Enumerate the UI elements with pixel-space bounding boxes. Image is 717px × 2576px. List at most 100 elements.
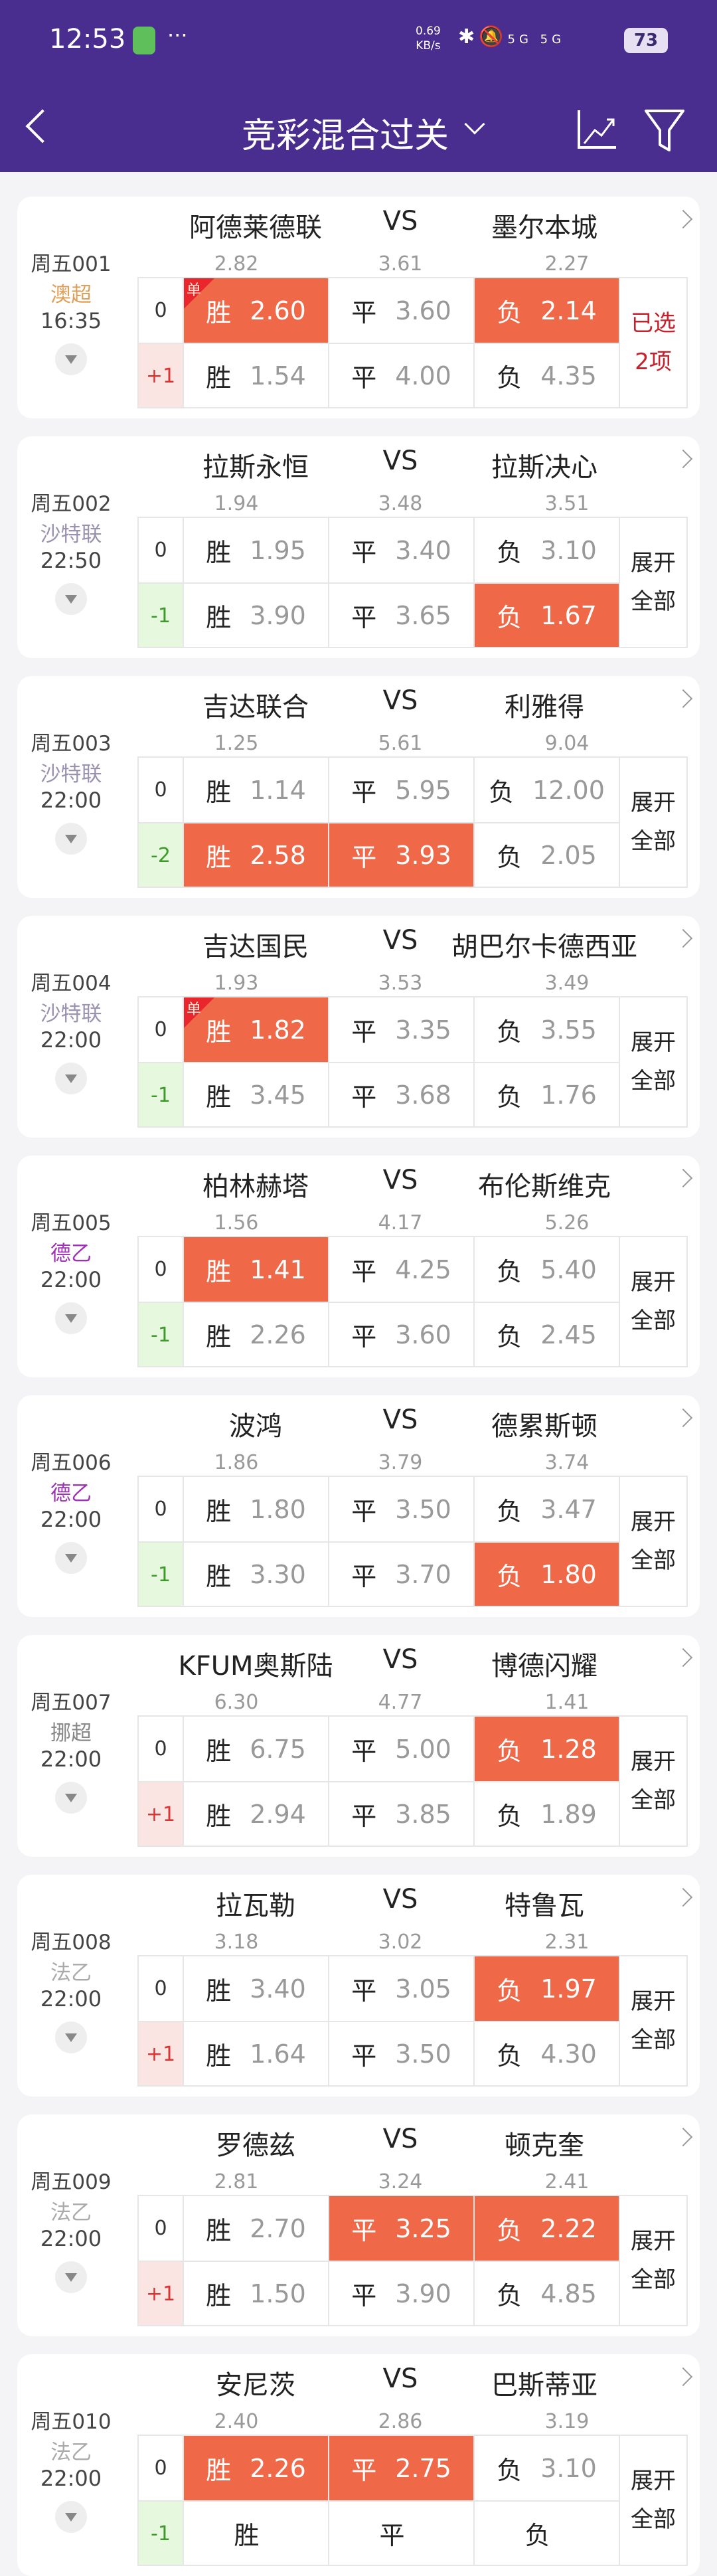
odds-cell-draw[interactable]: 平 3.50 — [329, 1477, 475, 1541]
expand-arrow-icon[interactable] — [55, 1542, 87, 1574]
odds-cell-win[interactable]: 胜 1.50 — [184, 2261, 329, 2325]
page-title[interactable]: 竞彩混合过关 — [241, 116, 449, 156]
odds-cell-lose[interactable]: 负 2.22 — [475, 2196, 620, 2261]
odds-cell-win[interactable]: 胜 1.41 — [184, 1237, 329, 1302]
odds-cell-draw[interactable]: 平 2.75 — [329, 2436, 475, 2500]
odds-cell-lose[interactable]: 负 1.76 — [475, 1062, 620, 1126]
expand-all-button[interactable]: 展开全部 — [631, 790, 676, 855]
odds-cell-draw[interactable]: 平 3.65 — [329, 582, 475, 647]
chevron-right-icon[interactable] — [673, 2127, 693, 2147]
expand-arrow-icon[interactable] — [55, 1782, 87, 1814]
odds-cell-draw[interactable]: 平 4.25 — [329, 1237, 475, 1302]
expand-all-button[interactable]: 展开全部 — [631, 1988, 676, 2053]
odds-cell-win[interactable]: 胜 — [184, 2500, 329, 2565]
expand-all-button[interactable]: 展开全部 — [631, 2228, 676, 2293]
expand-all-button[interactable]: 展开全部 — [631, 1269, 676, 1334]
odds-cell-draw[interactable]: 平 4.00 — [329, 343, 475, 407]
chevron-right-icon[interactable] — [673, 1408, 693, 1428]
odds-cell-win[interactable]: 胜 1.54 — [184, 343, 329, 407]
odds-cell-win[interactable]: 胜 1.64 — [184, 2021, 329, 2085]
odds-cell-draw[interactable]: 平 3.68 — [329, 1062, 475, 1126]
odds-cell-lose[interactable]: 负 1.80 — [475, 1541, 620, 1606]
odds-cell-win[interactable]: 胜 1.95 — [184, 518, 329, 582]
odds-cell-win[interactable]: 胜 2.94 — [184, 1781, 329, 1846]
odds-cell-draw[interactable]: 平 3.25 — [329, 2196, 475, 2261]
expand-all-button[interactable]: 展开全部 — [631, 550, 676, 615]
odds-cell-draw[interactable]: 平 3.40 — [329, 518, 475, 582]
odds-cell-lose[interactable]: 负 1.67 — [475, 582, 620, 647]
odds-cell-lose[interactable]: 负 4.85 — [475, 2261, 620, 2325]
chevron-right-icon[interactable] — [673, 2367, 693, 2387]
expand-arrow-icon[interactable] — [55, 2021, 87, 2053]
odds-cell-win[interactable]: 胜 1.14 — [184, 758, 329, 822]
odds-cell-lose[interactable]: 负 1.97 — [475, 1956, 620, 2021]
odds-cell-draw[interactable]: 平 3.50 — [329, 2021, 475, 2085]
chevron-right-icon[interactable] — [673, 1648, 693, 1668]
odds-cell-draw[interactable]: 平 3.90 — [329, 2261, 475, 2325]
expand-all-button[interactable]: 展开全部 — [631, 1749, 676, 1814]
expand-all-button[interactable]: 展开全部 — [631, 1029, 676, 1094]
expand-arrow-icon[interactable] — [55, 2261, 87, 2293]
odds-cell-win[interactable]: 胜 1.82 单 — [184, 997, 329, 1062]
odds-table: 0 胜 2.26 平 2.75 负 3.10 -1 胜平负展开全部 — [137, 2435, 688, 2566]
odds-cell-draw[interactable]: 平 3.60 — [329, 278, 475, 343]
odds-label: 平 — [351, 1257, 377, 1286]
odds-label: 负 — [497, 1737, 522, 1766]
chevron-right-icon[interactable] — [673, 449, 693, 469]
odds-cell-win[interactable]: 胜 2.26 — [184, 2436, 329, 2500]
odds-cell-lose[interactable]: 负 4.35 — [475, 343, 620, 407]
odds-cell-draw[interactable]: 平 3.35 — [329, 997, 475, 1062]
odds-cell-lose[interactable]: 负 2.05 — [475, 822, 620, 887]
odds-cell-win[interactable]: 胜 6.75 — [184, 1717, 329, 1781]
expand-arrow-icon[interactable] — [55, 823, 87, 855]
odds-cell-lose[interactable]: 负 2.45 — [475, 1302, 620, 1366]
odds-cell-win[interactable]: 胜 3.45 — [184, 1062, 329, 1126]
odds-cell-lose[interactable]: 负 12.00 — [475, 758, 620, 822]
kickoff-time: 16:35 — [40, 308, 102, 333]
odds-cell-lose[interactable]: 负 3.10 — [475, 2436, 620, 2500]
odds-cell-draw[interactable]: 平 3.60 — [329, 1302, 475, 1366]
expand-arrow-icon[interactable] — [55, 1063, 87, 1094]
odds-cell-draw[interactable]: 平 5.00 — [329, 1717, 475, 1781]
odds-cell-lose[interactable]: 负 5.40 — [475, 1237, 620, 1302]
expand-arrow-icon[interactable] — [55, 583, 87, 615]
handicap-label: 0 — [139, 518, 184, 582]
odds-cell-win[interactable]: 胜 2.70 — [184, 2196, 329, 2261]
odds-cell-draw[interactable]: 平 3.85 — [329, 1781, 475, 1846]
chevron-right-icon[interactable] — [673, 689, 693, 709]
chevron-right-icon[interactable] — [673, 1887, 693, 1907]
odds-cell-draw[interactable]: 平 3.93 — [329, 822, 475, 887]
odds-cell-lose[interactable]: 负 1.89 — [475, 1781, 620, 1846]
expand-all-button[interactable]: 展开全部 — [631, 2468, 676, 2533]
odds-cell-win[interactable]: 胜 2.58 — [184, 822, 329, 887]
odds-cell-win[interactable]: 胜 3.30 — [184, 1541, 329, 1606]
filter-icon[interactable] — [644, 109, 685, 155]
odds-cell-win[interactable]: 胜 1.80 — [184, 1477, 329, 1541]
chevron-right-icon[interactable] — [673, 209, 693, 229]
odds-cell-draw[interactable]: 平 — [329, 2500, 475, 2565]
odds-cell-lose[interactable]: 负 3.55 — [475, 997, 620, 1062]
odds-cell-win[interactable]: 胜 3.40 — [184, 1956, 329, 2021]
odds-cell-draw[interactable]: 平 5.95 — [329, 758, 475, 822]
chevron-right-icon[interactable] — [673, 1168, 693, 1188]
selected-count[interactable]: 已选2项 — [631, 310, 676, 375]
odds-cell-draw[interactable]: 平 3.70 — [329, 1541, 475, 1606]
chevron-right-icon[interactable] — [673, 928, 693, 948]
odds-cell-lose[interactable]: 负 1.28 — [475, 1717, 620, 1781]
expand-arrow-icon[interactable] — [55, 343, 87, 375]
trend-chart-icon[interactable] — [578, 110, 616, 149]
odds-cell-draw[interactable]: 平 3.05 — [329, 1956, 475, 2021]
odds-cell-lose[interactable]: 负 — [475, 2500, 620, 2565]
expand-all-button[interactable]: 展开全部 — [631, 1509, 676, 1574]
odds-cell-lose[interactable]: 负 3.47 — [475, 1477, 620, 1541]
odds-cell-win[interactable]: 胜 2.26 — [184, 1302, 329, 1366]
odds-cell-lose[interactable]: 负 4.30 — [475, 2021, 620, 2085]
odds-cell-win[interactable]: 胜 2.60 单 — [184, 278, 329, 343]
odds-value: 3.10 — [540, 535, 597, 565]
odds-cell-win[interactable]: 胜 3.90 — [184, 582, 329, 647]
away-team: 顿克奎 — [505, 2130, 584, 2161]
odds-cell-lose[interactable]: 负 2.14 — [475, 278, 620, 343]
odds-cell-lose[interactable]: 负 3.10 — [475, 518, 620, 582]
expand-arrow-icon[interactable] — [55, 2501, 87, 2533]
expand-arrow-icon[interactable] — [55, 1302, 87, 1334]
